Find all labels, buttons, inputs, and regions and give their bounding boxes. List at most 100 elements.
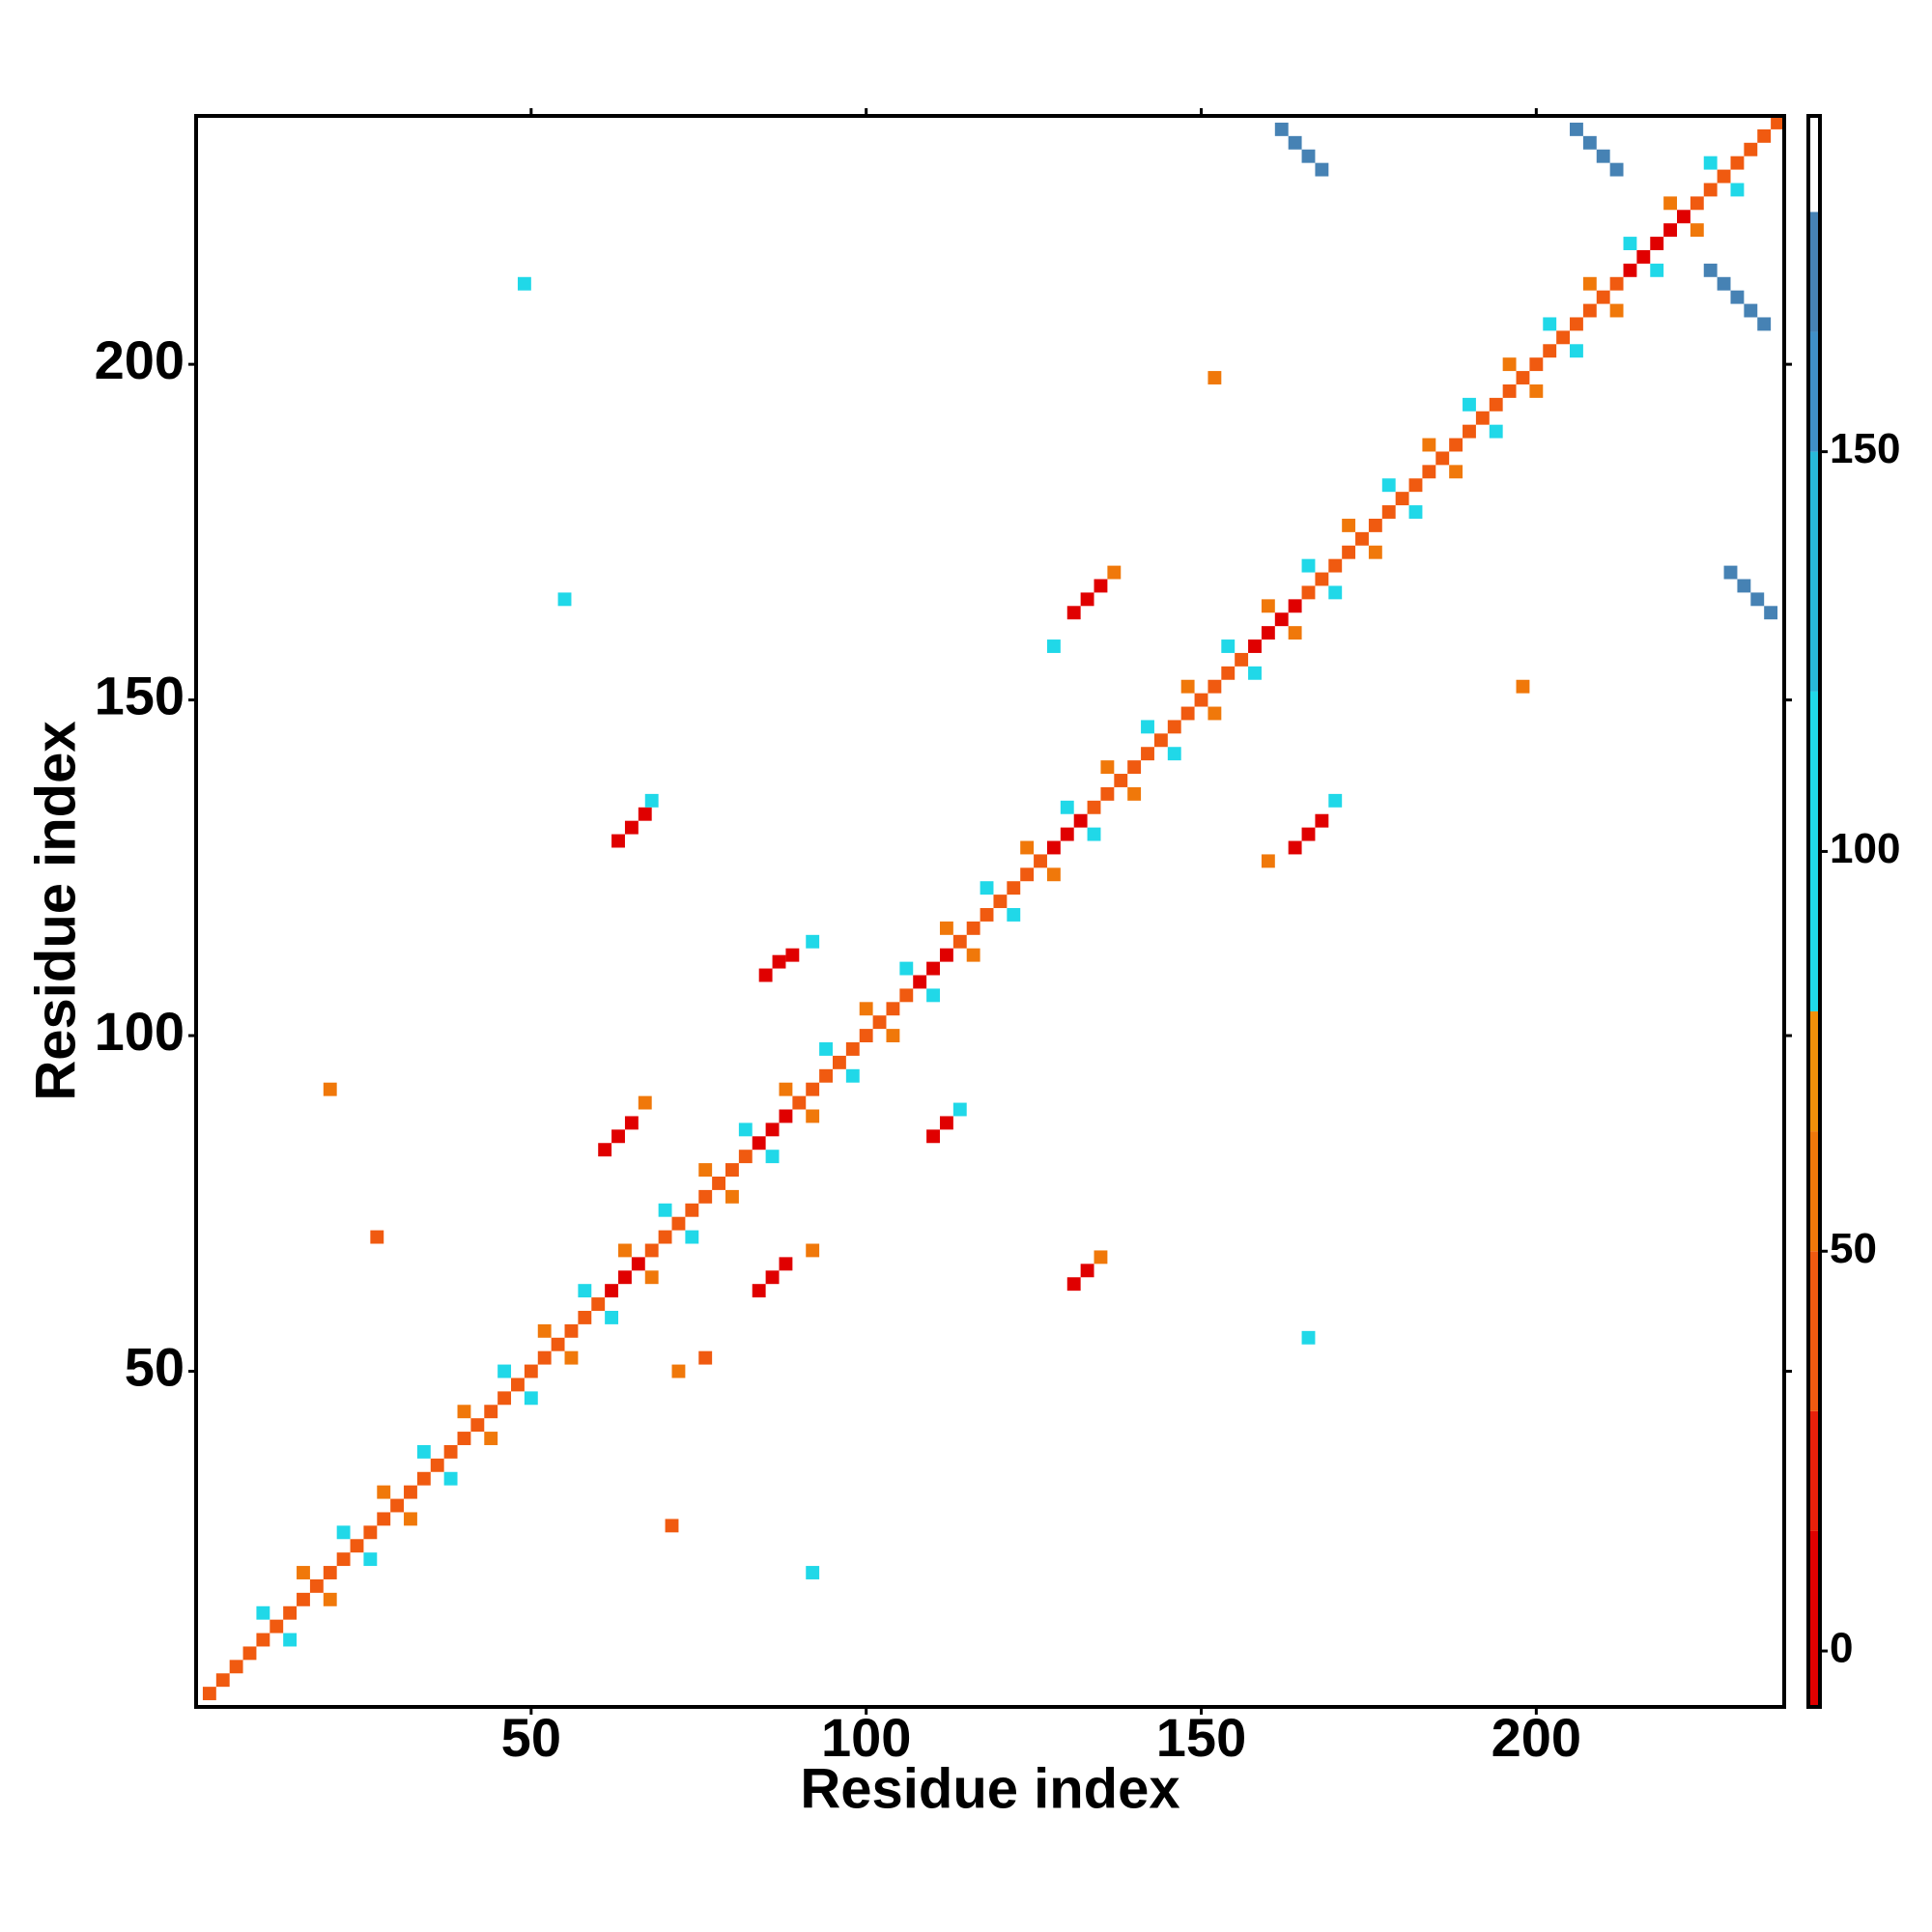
heatmap-cell — [605, 1284, 619, 1298]
heatmap-cell — [1502, 357, 1517, 372]
heatmap-cell — [297, 1566, 310, 1579]
heatmap-cell — [1180, 679, 1195, 694]
heatmap-cell — [1180, 706, 1195, 721]
heatmap-cell — [1301, 149, 1316, 163]
heatmap-cell — [564, 1323, 579, 1338]
heatmap-cell — [806, 1566, 820, 1579]
heatmap-cells — [202, 116, 1784, 1701]
heatmap-cell — [1381, 478, 1396, 493]
heatmap-cell — [1315, 162, 1329, 177]
heatmap-cell — [1690, 223, 1704, 238]
heatmap-cell — [779, 1257, 793, 1271]
heatmap-cell — [1153, 733, 1168, 748]
y-tick-label: 100 — [95, 1001, 185, 1062]
heatmap-cell — [1422, 465, 1436, 479]
heatmap-cell — [644, 793, 659, 808]
colorbar-band — [1808, 1410, 1820, 1531]
heatmap-cell — [1677, 210, 1690, 224]
heatmap-cell — [1060, 800, 1074, 814]
heatmap-cell — [416, 1471, 431, 1486]
colorbar-tick-label: 100 — [1830, 825, 1900, 872]
y-axis-title: Residue index — [24, 721, 87, 1100]
colorbar-band — [1808, 1530, 1820, 1707]
heatmap-cell — [1623, 237, 1637, 250]
heatmap-cell — [1046, 639, 1061, 653]
heatmap-cell — [1328, 585, 1343, 600]
heatmap-cell — [1489, 397, 1503, 412]
heatmap-cell — [1301, 585, 1316, 600]
heatmap-cell — [598, 1143, 612, 1157]
heatmap-cell — [1764, 606, 1778, 620]
heatmap-cell — [323, 1082, 337, 1096]
heatmap-cell — [658, 1203, 672, 1217]
heatmap-cell — [1650, 237, 1664, 250]
heatmap-cell — [1744, 303, 1758, 318]
heatmap-cell — [845, 1068, 860, 1083]
heatmap-cell — [1261, 854, 1275, 868]
heatmap-cell — [1288, 626, 1302, 640]
heatmap-cell — [557, 592, 572, 607]
heatmap-cell — [537, 1323, 552, 1338]
heatmap-cell — [524, 1364, 538, 1378]
colorbar-band — [1808, 331, 1820, 452]
heatmap-cell — [1570, 344, 1583, 358]
heatmap-cell — [859, 1029, 873, 1043]
heatmap-cell — [1543, 344, 1557, 358]
heatmap-cell — [1609, 303, 1624, 318]
heatmap-cell — [215, 1673, 230, 1688]
heatmap-cell — [1355, 531, 1369, 546]
heatmap-cell — [404, 1485, 417, 1499]
heatmap-cell — [685, 1203, 699, 1217]
heatmap-cell — [1757, 317, 1772, 331]
heatmap-cell — [1107, 565, 1122, 580]
plot-frame — [194, 114, 1786, 1709]
heatmap-cell — [1475, 411, 1490, 425]
heatmap-cell — [886, 1002, 900, 1016]
colorbar-frame — [1806, 114, 1822, 1709]
heatmap-cell — [1730, 183, 1745, 197]
heatmap-cell — [685, 1230, 699, 1244]
heatmap-cell — [765, 1270, 780, 1285]
heatmap-cell — [1094, 1250, 1108, 1264]
heatmap-cell — [1570, 122, 1583, 136]
heatmap-cell — [819, 1068, 833, 1083]
heatmap-cell — [611, 834, 625, 848]
heatmap-cell — [377, 1512, 391, 1526]
x-tick-label: 200 — [1492, 1707, 1581, 1768]
heatmap-cell — [1582, 276, 1597, 291]
heatmap-cell — [926, 988, 940, 1003]
heatmap-cell — [993, 895, 1008, 909]
heatmap-cell — [765, 1122, 780, 1137]
heatmap-cell — [859, 1002, 873, 1016]
heatmap-cell — [618, 1270, 632, 1285]
heatmap-cell — [1127, 786, 1142, 801]
heatmap-cell — [470, 1418, 485, 1433]
heatmap-cell — [1208, 371, 1222, 384]
heatmap-cell — [779, 1109, 793, 1123]
heatmap-cell — [1288, 135, 1302, 150]
colorbar-band — [1808, 1251, 1820, 1411]
heatmap-cell — [1690, 196, 1704, 211]
heatmap-cell — [806, 1243, 820, 1258]
heatmap-cell — [283, 1605, 298, 1620]
heatmap-cell — [899, 961, 914, 976]
heatmap-cell — [1663, 223, 1678, 238]
heatmap-cell — [779, 1082, 793, 1096]
heatmap-cell — [457, 1432, 471, 1445]
heatmap-cell — [1449, 465, 1463, 479]
heatmap-cell — [638, 1095, 652, 1110]
x-axis-title: Residue index — [800, 1757, 1179, 1820]
heatmap-cell — [1100, 760, 1115, 775]
heatmap-cell — [1094, 579, 1108, 593]
heatmap-cell — [1723, 565, 1738, 580]
heatmap-cell — [242, 1646, 257, 1661]
heatmap-cell — [671, 1216, 686, 1231]
heatmap-cell — [1060, 827, 1074, 841]
heatmap-cell — [297, 1592, 310, 1606]
heatmap-cell — [578, 1284, 592, 1298]
colorbar-tick-label: 150 — [1830, 425, 1900, 472]
heatmap-cell — [1274, 122, 1289, 136]
heatmap-cell — [323, 1566, 337, 1579]
heatmap-cell — [497, 1391, 512, 1406]
heatmap-cell — [1582, 303, 1597, 318]
